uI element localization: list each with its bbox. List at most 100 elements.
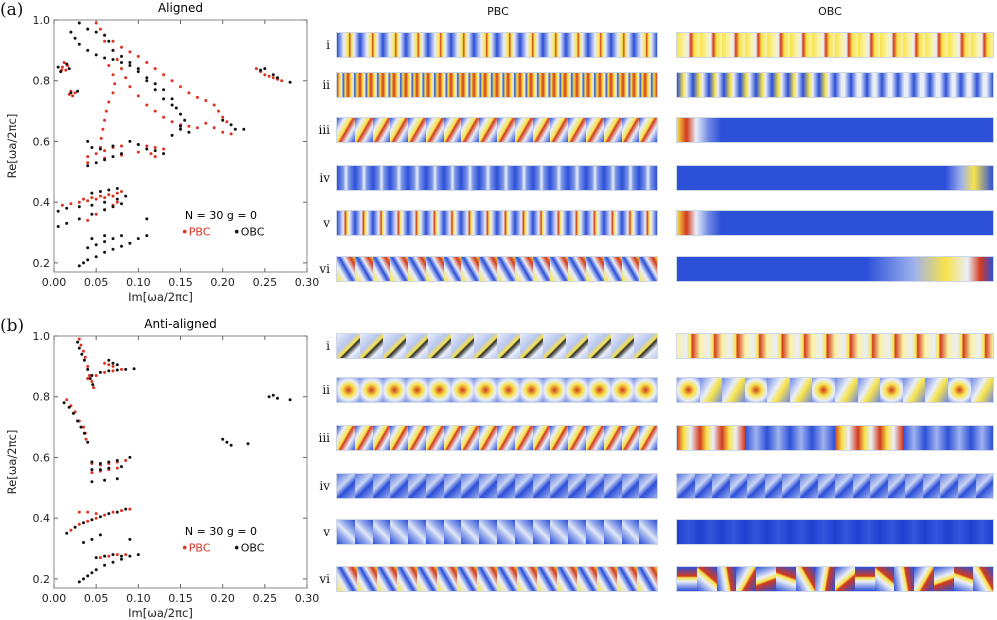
data-point-pbc: [79, 343, 83, 347]
data-point-pbc: [86, 510, 90, 514]
data-point-obc: [94, 243, 98, 247]
data-point-obc: [56, 225, 60, 228]
data-point-pbc: [115, 58, 119, 61]
data-point-pbc: [153, 155, 157, 159]
data-point-obc: [103, 478, 107, 482]
anti-aligned-obc-mode-i: [676, 333, 994, 359]
data-point-obc: [124, 507, 128, 511]
anti-aligned-scatter-chart: Anti-aligned 0.00 0.05 0.10 0.15 0.20 0.25 0.30…: [5, 317, 319, 620]
data-point-obc: [276, 76, 279, 80]
obc-column-title: OBC: [818, 5, 842, 18]
data-point-pbc: [170, 79, 174, 83]
data-point-pbc: [94, 516, 98, 520]
aligned-obc-mode-i: [676, 32, 994, 58]
data-point-obc: [103, 240, 107, 244]
data-point-pbc: [86, 199, 90, 203]
data-point-pbc: [82, 197, 85, 201]
data-point-pbc: [212, 103, 216, 107]
data-point-obc: [86, 258, 90, 262]
data-point-pbc: [94, 512, 98, 516]
data-point-pbc: [94, 374, 98, 377]
x-tick-label: 0.30: [295, 276, 320, 289]
legend-marker-obc: [234, 229, 239, 234]
data-point-obc: [128, 61, 132, 64]
data-point-obc: [77, 580, 81, 584]
data-point-obc: [73, 525, 77, 529]
data-point-pbc: [153, 146, 157, 149]
data-point-obc: [246, 442, 250, 446]
data-point-obc: [124, 194, 128, 198]
y-tick-label: 0.2: [33, 573, 51, 586]
data-point-obc: [90, 468, 94, 472]
data-point-obc: [77, 21, 81, 25]
data-point-obc: [103, 234, 107, 238]
data-point-obc: [86, 48, 90, 52]
data-point-obc: [111, 48, 115, 52]
data-point-pbc: [254, 67, 258, 71]
data-point-pbc: [103, 39, 107, 43]
data-point-obc: [111, 58, 115, 61]
data-point-obc: [225, 440, 229, 444]
legend-label-obc: OBC: [241, 542, 265, 555]
data-point-obc: [76, 89, 80, 93]
data-point-pbc: [204, 121, 208, 125]
data-point-pbc: [86, 218, 90, 222]
data-point-obc: [91, 383, 95, 387]
data-point-pbc: [69, 528, 73, 532]
row-label-ii: ii: [322, 383, 330, 397]
data-point-pbc: [101, 127, 105, 131]
data-point-obc: [263, 67, 267, 71]
data-point-pbc: [87, 374, 91, 377]
data-point-pbc: [128, 50, 132, 54]
data-point-obc: [103, 554, 107, 558]
anti-aligned-obc-mode-v: [676, 519, 994, 545]
data-point-pbc: [98, 27, 102, 31]
data-point-obc: [128, 139, 132, 143]
data-point-obc: [179, 124, 182, 128]
data-point-obc: [115, 187, 119, 190]
y-tick-label: 0.8: [33, 75, 51, 88]
data-point-pbc: [103, 513, 107, 517]
data-point-obc: [65, 221, 69, 225]
data-point-pbc: [77, 510, 81, 514]
data-point-obc: [67, 67, 71, 71]
data-point-obc: [120, 234, 123, 238]
data-point-obc: [82, 541, 85, 544]
data-point-obc: [77, 217, 81, 221]
row-label-iii: iii: [318, 431, 330, 445]
row-label-i: i: [326, 38, 330, 52]
row-label-v: v: [323, 525, 330, 539]
aligned-obc-mode-iii: [676, 117, 994, 143]
data-point-pbc: [94, 152, 98, 156]
row-label-iii: iii: [318, 123, 330, 137]
data-point-pbc: [136, 94, 140, 98]
data-point-obc: [120, 152, 123, 156]
x-tick-label: 0.25: [253, 592, 278, 605]
data-point-pbc: [136, 150, 140, 154]
data-point-obc: [145, 234, 149, 238]
data-point-pbc: [82, 349, 85, 353]
x-axis-label: Im[ωa/2πc]: [128, 606, 193, 620]
y-tick-label: 0.4: [33, 512, 51, 525]
data-point-pbc: [107, 554, 111, 558]
data-point-pbc: [86, 155, 90, 159]
aligned-obc-mode-v: [676, 210, 994, 236]
data-point-obc: [73, 36, 77, 40]
data-point-obc: [94, 53, 98, 57]
data-point-obc: [145, 76, 149, 80]
data-point-obc: [170, 103, 174, 107]
row-label-i: i: [326, 339, 330, 353]
data-point-obc: [128, 455, 132, 459]
data-point-pbc: [60, 65, 64, 69]
y-axis-label: Re[ωa/2πc]: [5, 430, 19, 495]
y-tick-label: 0.8: [33, 391, 51, 404]
data-point-pbc: [111, 510, 115, 514]
data-point-pbc: [94, 21, 98, 25]
data-point-obc: [77, 42, 81, 46]
anti-aligned-pbc-mode-i: [336, 333, 658, 359]
data-point-obc: [98, 462, 102, 465]
data-point-pbc: [179, 85, 182, 89]
data-point-pbc: [104, 109, 108, 113]
data-point-pbc: [124, 459, 128, 462]
annotation-text: N = 30 g = 0: [185, 525, 257, 538]
